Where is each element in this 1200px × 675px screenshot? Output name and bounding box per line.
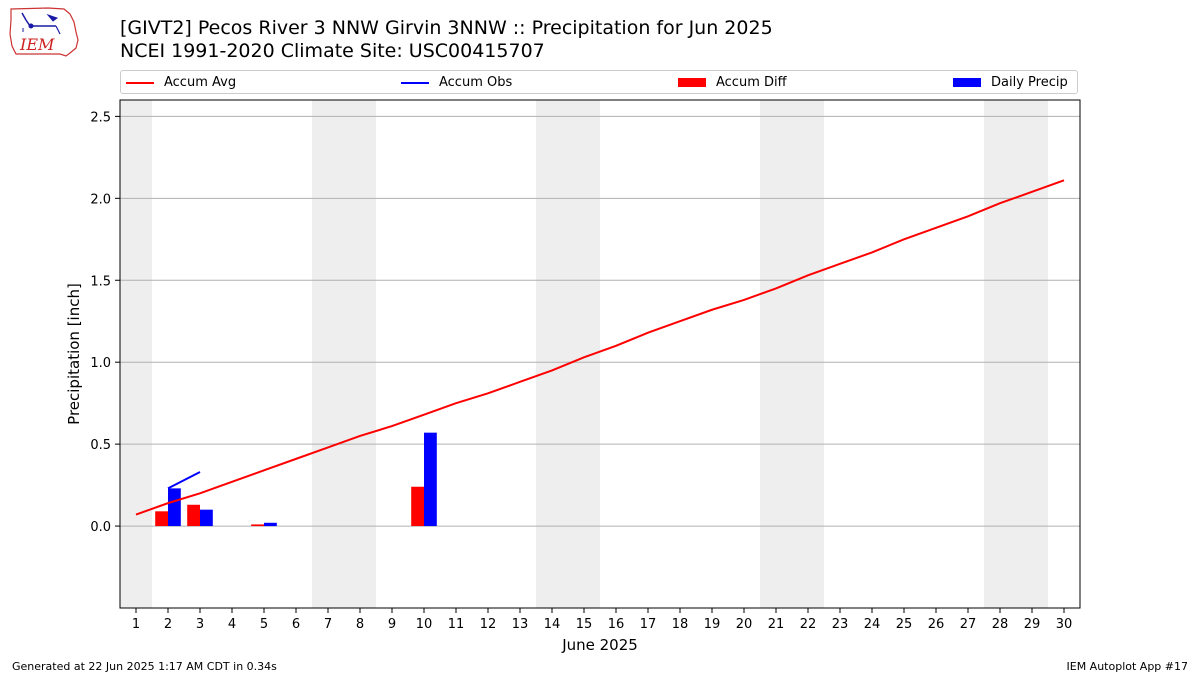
daily-precip-bar [168,488,181,527]
accum-diff-bar [155,511,168,527]
legend-label-accum-avg: Accum Avg [164,75,237,90]
legend-swatch-accum-avg [126,81,154,84]
legend-label-accum-diff: Accum Diff [716,75,787,90]
x-tick-label: 12 [480,617,497,632]
weekend-band-4 [984,100,1048,608]
footer-generated: Generated at 22 Jun 2025 1:17 AM CDT in … [12,660,277,673]
accum-diff-bar [187,504,200,527]
chart-title: [GIVT2] Pecos River 3 NNW Girvin 3NNW ::… [120,17,773,39]
legend-label-accum-obs: Accum Obs [439,75,513,90]
accum-avg-line [135,179,1065,516]
legend-item-accum-avg: Accum Avg [126,74,236,92]
x-tick-label: 21 [768,617,785,632]
x-tick-label: 30 [1056,617,1073,632]
x-tick-label: 27 [960,617,977,632]
accum-diff-bar [251,524,264,527]
legend-item-accum-diff: Accum Diff [678,74,787,92]
weekend-band-0 [120,100,152,608]
y-tick-label: 0.0 [90,520,111,535]
chart-subtitle: NCEI 1991-2020 Climate Site: USC00415707 [120,40,545,62]
x-tick-label: 14 [544,617,561,632]
legend-swatch-accum-diff [678,78,706,87]
daily-precip-bar [264,522,277,527]
x-tick-label: 16 [608,617,625,632]
accum-obs-line [167,471,201,490]
x-tick-label: 9 [388,617,396,632]
x-tick-label: 3 [196,617,204,632]
x-tick-label: 7 [324,617,332,632]
x-tick-label: 22 [800,617,817,632]
legend-swatch-daily-precip [953,78,981,87]
legend-item-daily-precip: Daily Precip [953,74,1068,92]
x-tick-label: 28 [992,617,1009,632]
iem-logo: IEM [9,7,79,57]
x-tick-label: 20 [736,617,753,632]
logo-text: IEM [19,35,55,54]
y-tick-label: 2.0 [90,192,111,207]
x-tick-label: 8 [356,617,364,632]
legend-label-daily-precip: Daily Precip [991,75,1068,90]
x-tick-label: 29 [1024,617,1041,632]
x-tick-label: 13 [512,617,529,632]
x-tick-label: 26 [928,617,945,632]
y-tick-label: 0.5 [90,438,111,453]
weekend-band-3 [760,100,824,608]
x-tick-label: 15 [576,617,593,632]
footer-app: IEM Autoplot App #17 [1066,660,1189,673]
legend-item-accum-obs: Accum Obs [401,74,512,92]
x-tick-label: 23 [832,617,849,632]
x-tick-label: 6 [292,617,300,632]
x-tick-label: 4 [228,617,236,632]
y-tick-label: 1.0 [90,356,111,371]
x-tick-label: 5 [260,617,268,632]
daily-precip-bar [424,432,437,527]
x-tick-label: 24 [864,617,881,632]
x-tick-label: 11 [448,617,465,632]
weekend-band-1 [312,100,376,608]
x-tick-label: 17 [640,617,657,632]
x-tick-label: 18 [672,617,689,632]
x-tick-label: 1 [132,617,140,632]
plot-frame [119,99,1081,609]
weekend-band-2 [536,100,600,608]
y-tick-label: 1.5 [90,274,111,289]
x-tick-label: 10 [416,617,433,632]
x-axis-label: June 2025 [561,636,638,654]
accum-diff-bar [411,486,424,527]
legend: Accum Avg Accum Obs Accum Diff Daily Pre… [120,70,1078,94]
y-tick-label: 2.5 [90,110,111,125]
daily-precip-bar [200,509,213,527]
x-tick-label: 25 [896,617,913,632]
x-tick-label: 2 [164,617,172,632]
legend-swatch-accum-obs [401,81,429,84]
weather-station-icon [21,12,61,35]
x-tick-label: 19 [704,617,721,632]
y-axis-label: Precipitation [inch] [65,283,83,425]
